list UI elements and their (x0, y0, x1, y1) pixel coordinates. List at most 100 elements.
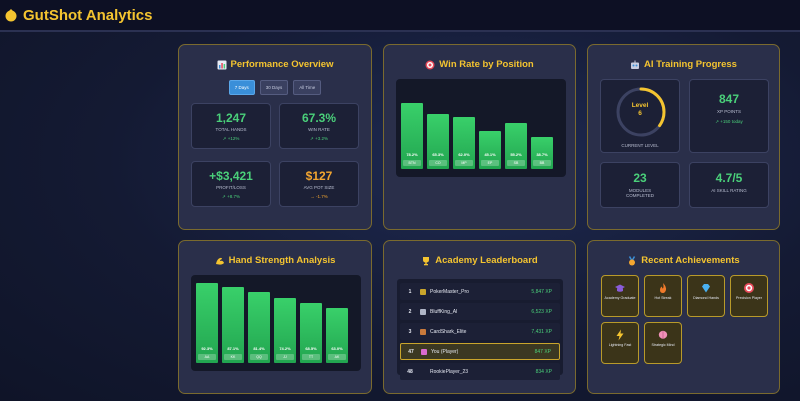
period-tabs: 7 Days 30 Days All Time (179, 80, 371, 95)
bar-value-label: 92.3% (201, 346, 213, 351)
leaderboard-name: You (Player) (431, 348, 459, 355)
diamond-icon (702, 284, 710, 293)
bar-category-label: JJ (276, 354, 294, 360)
xp-delta: ↗ +150 today (715, 119, 743, 124)
skill-label: AI SKILL RATING (711, 188, 747, 193)
poker-chip-icon (5, 9, 17, 22)
achievement-badge[interactable]: Academy Graduate (601, 275, 639, 317)
leaderboard-name: CardShark_Elite (430, 328, 467, 335)
achievement-badge[interactable]: Strategic Mind (644, 322, 682, 364)
avatar (420, 308, 426, 315)
bar-category-label: AK (328, 354, 346, 360)
win-rate-panel: Win Rate by Position 78.2% BTN 65.3% CO 62.0… (383, 44, 576, 230)
leaderboard-row[interactable]: 3 CardShark_Elite 7,431 XP (400, 323, 560, 340)
fire-icon (660, 283, 667, 293)
panel-title: Win Rate by Position (384, 59, 575, 70)
bar-value-label: 62.0% (458, 152, 470, 157)
performance-overview-panel: Performance Overview 7 Days 30 Days All … (178, 44, 372, 230)
achievement-name: Academy Graduate (604, 296, 636, 300)
bar-value-label: 81.4% (253, 346, 265, 351)
bar-category-label: QQ (250, 354, 268, 360)
leaderboard-rank: 48 (407, 368, 413, 375)
avatar (420, 369, 426, 375)
achievement-badge[interactable]: Diamond Hands (687, 275, 725, 317)
leaderboard-xp: 5,847 XP (531, 288, 552, 295)
achievements-panel: Recent Achievements Academy Graduate Hot … (587, 240, 780, 394)
leaderboard-row[interactable]: 1 PokerMaster_Pro 5,847 XP (400, 283, 560, 300)
xp-label: XP POINTS (717, 109, 741, 114)
graduation-cap-icon (615, 284, 625, 292)
panel-title: AI Training Progress (588, 59, 779, 70)
chart-bar: 63.0% AK (326, 308, 348, 363)
leaderboard-rank: 1 (408, 288, 412, 295)
level-label: Level (631, 102, 649, 109)
achievement-badge[interactable]: Precision Player (730, 275, 768, 317)
achievement-name: Diamond Hands (693, 296, 719, 300)
avatar (421, 348, 427, 355)
bar-value-label: 63.0% (331, 346, 343, 351)
bar-category-label: TT (302, 354, 320, 360)
leaderboard-rank: 3 (408, 328, 412, 335)
current-level-card: Level 6 CURRENT LEVEL (600, 79, 680, 153)
leaderboard-row-current-user[interactable]: 47 You (Player) 847 XP (400, 343, 560, 360)
stat-profit-loss: +$3,421 PROFIT/LOSS ↗ +8.7% (191, 161, 271, 207)
leaderboard-panel: Academy Leaderboard 1 PokerMaster_Pro 5,84… (383, 240, 576, 394)
chart-bar: 65.3% CO (427, 114, 449, 169)
tab-all-time[interactable]: All Time (293, 80, 322, 95)
bar-value-label: 38.7% (536, 152, 548, 157)
ai-training-panel: AI Training Progress Level 6 CURRENT LEV… (587, 44, 780, 230)
achievement-badge[interactable]: Hot Streak (644, 275, 682, 317)
leaderboard-rank: 2 (408, 308, 412, 315)
chart-bar: 87.1% KK (222, 287, 244, 363)
bar-category-label: AA (198, 354, 216, 360)
level-value: 6 (638, 110, 642, 117)
chart-bar: 62.0% MP (453, 116, 475, 169)
bar-category-label: BTN (403, 160, 421, 166)
xp-value: 847 (718, 92, 740, 106)
hand-strength-panel: Hand Strength Analysis 92.3% AA 87.1% KK 81.… (178, 240, 372, 394)
stat-win-rate: 67.3% WIN RATE ↗ +3.2% (279, 103, 359, 149)
target-icon (425, 60, 435, 69)
avatar (420, 288, 426, 295)
modules-label: MODULES COMPLETED (625, 188, 654, 198)
bar-value-label: 74.2% (279, 346, 291, 351)
app-header: GutShot Analytics (0, 0, 800, 32)
target-icon (744, 283, 754, 293)
current-level-label: CURRENT LEVEL (621, 143, 659, 148)
tab-30-days[interactable]: 30 Days (259, 80, 289, 95)
chart-bar: 55.2% SB (505, 122, 527, 169)
bar-value-label: 87.1% (227, 346, 239, 351)
bar-category-label: EP (481, 160, 499, 166)
bar-value-label: 68.5% (305, 346, 317, 351)
chart-bar: 92.3% AA (196, 282, 218, 363)
leaderboard-list: 1 PokerMaster_Pro 5,847 XP 2 BluffKing_AI 6,5… (397, 279, 563, 380)
avatar (420, 328, 426, 335)
muscle-icon (215, 257, 224, 265)
panel-title: Performance Overview (179, 59, 371, 70)
leaderboard-row[interactable]: 2 BluffKing_AI 6,523 XP (400, 303, 560, 320)
panel-title: Hand Strength Analysis (179, 255, 371, 266)
panel-title: Recent Achievements (588, 255, 779, 266)
robot-icon (631, 60, 640, 69)
bar-value-label: 78.2% (406, 152, 418, 157)
lightning-icon (616, 329, 624, 341)
medal-icon (629, 255, 636, 265)
bar-category-label: KK (224, 354, 242, 360)
panel-title: Academy Leaderboard (384, 255, 575, 266)
leaderboard-xp: 6,523 XP (531, 308, 552, 315)
chart-bar: 45.1% EP (479, 131, 501, 169)
bar-category-label: BB (533, 160, 551, 166)
leaderboard-xp: 834 XP (535, 368, 552, 375)
modules-value: 23 (633, 171, 647, 185)
achievement-badge[interactable]: Lightning Fast (601, 322, 639, 364)
tab-7-days[interactable]: 7 Days (228, 80, 255, 95)
achievement-name: Hot Streak (654, 296, 672, 300)
win-rate-chart: 78.2% BTN 65.3% CO 62.0% MP 45.1% EP 55.2% SB 38.7… (396, 79, 566, 177)
level-progress-ring (616, 87, 666, 137)
hand-strength-chart: 92.3% AA 87.1% KK 81.4% QQ 74.2% JJ 68.5% TT 63.0%… (191, 275, 361, 371)
leaderboard-xp: 7,431 XP (531, 328, 552, 335)
bar-category-label: MP (455, 160, 473, 166)
achievement-name: Strategic Mind (651, 343, 675, 347)
xp-points-card: 847 XP POINTS ↗ +150 today (689, 79, 769, 153)
leaderboard-row[interactable]: 48 RookiePlayer_23 834 XP (400, 363, 560, 380)
